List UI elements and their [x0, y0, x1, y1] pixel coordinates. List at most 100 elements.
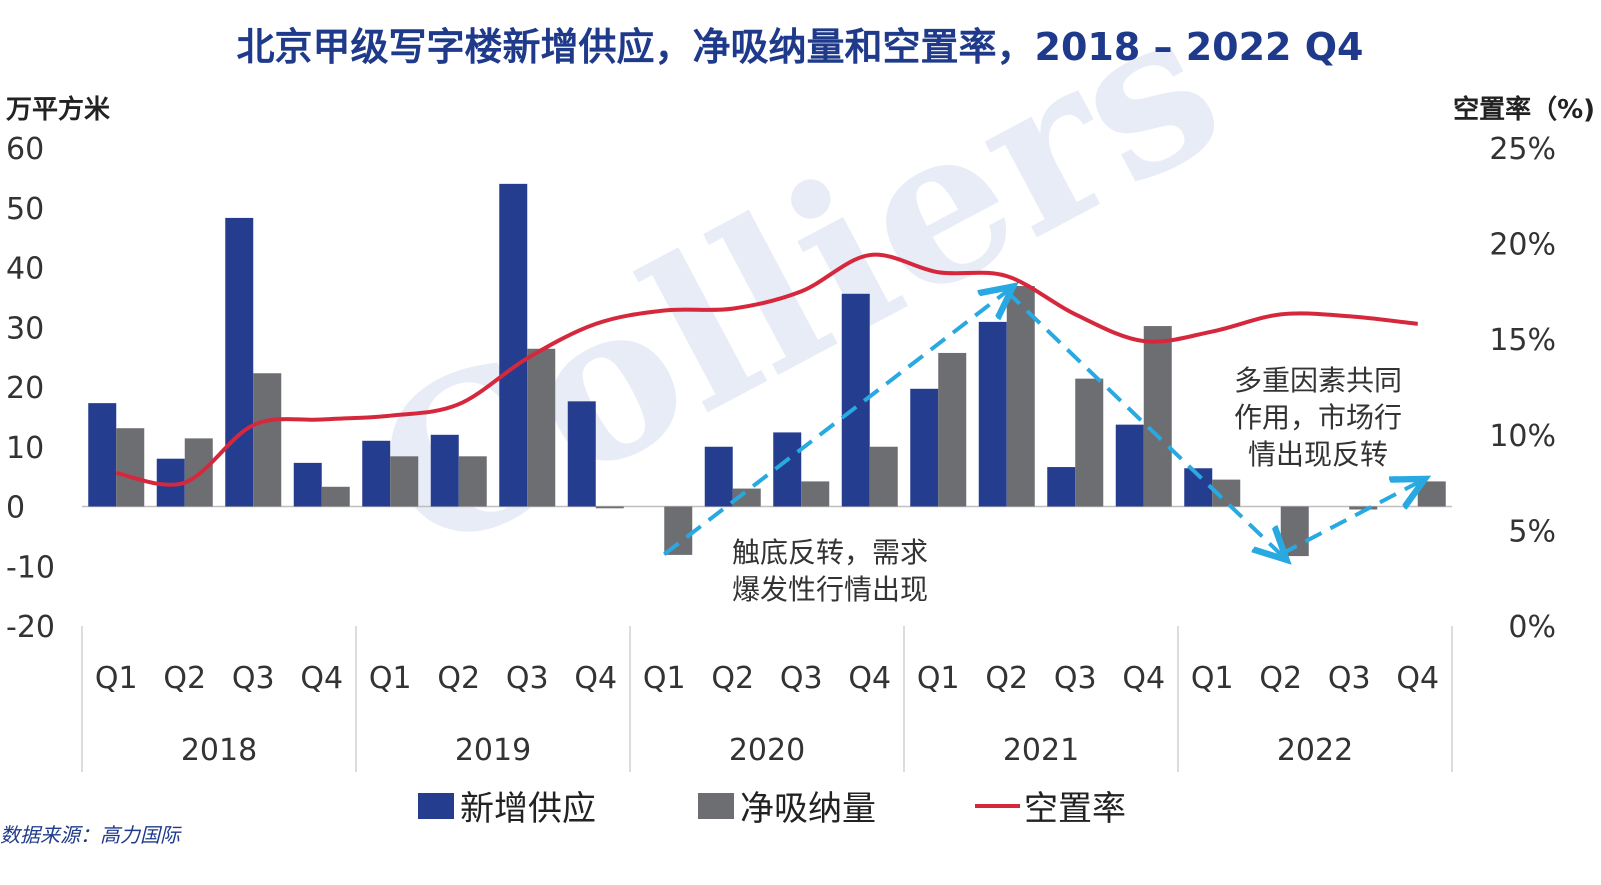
legend-swatch-supply: [418, 793, 454, 819]
right-tick-label: 10%: [1489, 419, 1556, 454]
left-tick-label: 30: [6, 311, 44, 346]
category-label: Q4: [574, 661, 617, 696]
category-label: Q1: [1191, 661, 1234, 696]
trend-arrow: [663, 291, 1007, 556]
annotation-line: 爆发性行情出现: [732, 573, 928, 606]
annotation-line: 多重因素共同: [1234, 364, 1402, 397]
bar-absorption: [253, 373, 282, 507]
category-label: Q2: [437, 661, 480, 696]
bar-supply: [1047, 467, 1076, 507]
category-label: Q1: [917, 661, 960, 696]
legend-label-absorption: 净吸纳量: [740, 789, 876, 829]
left-axis-ticks: 60 50 40 30 20 10 0 -10 -20: [6, 132, 55, 645]
annotation-text: 多重因素共同作用，市场行情出现反转: [1234, 364, 1402, 471]
category-label: Q3: [1328, 661, 1371, 696]
right-tick-label: 5%: [1508, 514, 1556, 549]
trend-arrow: [1005, 289, 1281, 554]
category-label: Q3: [780, 661, 823, 696]
category-label: Q4: [1396, 661, 1439, 696]
bar-marks: [88, 183, 1446, 557]
bar-absorption: [116, 428, 145, 507]
legend-swatch-absorption: [698, 793, 734, 819]
bar-supply: [499, 183, 528, 507]
category-label: Q1: [643, 661, 686, 696]
bar-absorption: [938, 352, 967, 507]
category-label: Q2: [1259, 661, 1302, 696]
category-label: Q2: [711, 661, 754, 696]
year-labels: 2018 2019 2020 2021 2022: [181, 733, 1353, 768]
category-label: Q3: [232, 661, 275, 696]
trend-arrow: [1279, 483, 1418, 557]
category-label: Q3: [506, 661, 549, 696]
bar-supply: [910, 388, 939, 507]
bar-absorption: [1143, 326, 1172, 507]
watermark-text: Colliers: [338, 0, 1257, 604]
bar-supply: [1115, 424, 1144, 507]
annotations: 触底反转，需求爆发性行情出现 多重因素共同作用，市场行情出现反转: [732, 364, 1402, 606]
legend: 新增供应 净吸纳量 空置率: [418, 789, 1126, 829]
year-label: 2019: [455, 733, 531, 768]
right-axis-ticks: 25% 20% 15% 10% 5% 0%: [1489, 132, 1556, 645]
left-tick-label: 10: [6, 431, 44, 466]
right-tick-label: 15%: [1489, 323, 1556, 358]
bar-supply: [362, 440, 391, 507]
source-note: 数据来源：高力国际: [0, 823, 182, 847]
annotation-line: 情出现反转: [1248, 438, 1388, 471]
year-label: 2018: [181, 733, 257, 768]
bar-supply: [430, 434, 459, 507]
vacancy-line-group: [115, 252, 1418, 487]
annotation-line: 作用，市场行: [1234, 401, 1402, 434]
category-label: Q1: [95, 661, 138, 696]
category-label: Q2: [985, 661, 1028, 696]
right-tick-label: 20%: [1489, 228, 1556, 263]
left-axis-title: 万平方米: [6, 94, 110, 125]
category-label: Q4: [300, 661, 343, 696]
bar-absorption: [390, 456, 419, 507]
bar-absorption: [321, 486, 350, 507]
bar-absorption: [732, 488, 761, 507]
category-label: Q3: [1054, 661, 1097, 696]
bar-supply: [704, 446, 733, 507]
annotation-text: 触底反转，需求爆发性行情出现: [732, 536, 928, 606]
left-tick-label: 0: [6, 491, 25, 526]
bar-supply: [225, 217, 254, 507]
year-label: 2021: [1003, 733, 1079, 768]
bar-supply: [567, 401, 596, 507]
bar-absorption: [801, 481, 830, 507]
bar-absorption: [527, 348, 556, 507]
year-label: 2022: [1277, 733, 1353, 768]
bar-supply: [293, 462, 322, 507]
bar-absorption: [595, 506, 624, 509]
annotation-line: 触底反转，需求: [732, 536, 928, 569]
bar-absorption: [1075, 378, 1104, 507]
left-tick-label: 60: [6, 132, 44, 167]
legend-label-vacancy: 空置率: [1024, 789, 1126, 829]
category-label: Q4: [1122, 661, 1165, 696]
vacancy-line: [115, 252, 1418, 487]
bar-supply: [978, 321, 1007, 507]
category-labels: Q1 Q2 Q3 Q4 Q1 Q2 Q3 Q4 Q1 Q2 Q3 Q4 Q1 Q2 Q3 Q4 Q1 Q2 Q3 Q4: [95, 661, 1439, 696]
chart-title: 北京甲级写字楼新增供应，净吸纳量和空置率，2018 – 2022 Q4: [237, 25, 1364, 69]
left-tick-label: 40: [6, 252, 44, 287]
right-tick-label: 0%: [1508, 610, 1556, 645]
bar-absorption: [458, 456, 487, 507]
bar-absorption: [1349, 506, 1378, 510]
bar-absorption: [1006, 286, 1035, 507]
year-label: 2020: [729, 733, 805, 768]
right-tick-label: 25%: [1489, 132, 1556, 167]
trend-arrows: [663, 289, 1418, 557]
right-axis-title: 空置率（%): [1453, 94, 1595, 125]
category-label: Q1: [369, 661, 412, 696]
category-label: Q4: [848, 661, 891, 696]
bar-absorption: [1417, 481, 1446, 507]
left-tick-label: 20: [6, 371, 44, 406]
category-label: Q2: [163, 661, 206, 696]
bar-absorption: [869, 446, 898, 507]
legend-label-supply: 新增供应: [460, 789, 596, 829]
left-tick-label: -20: [6, 610, 55, 645]
left-tick-label: -10: [6, 550, 55, 585]
bar-supply: [88, 403, 117, 507]
left-tick-label: 50: [6, 192, 44, 227]
bar-absorption: [664, 506, 693, 555]
